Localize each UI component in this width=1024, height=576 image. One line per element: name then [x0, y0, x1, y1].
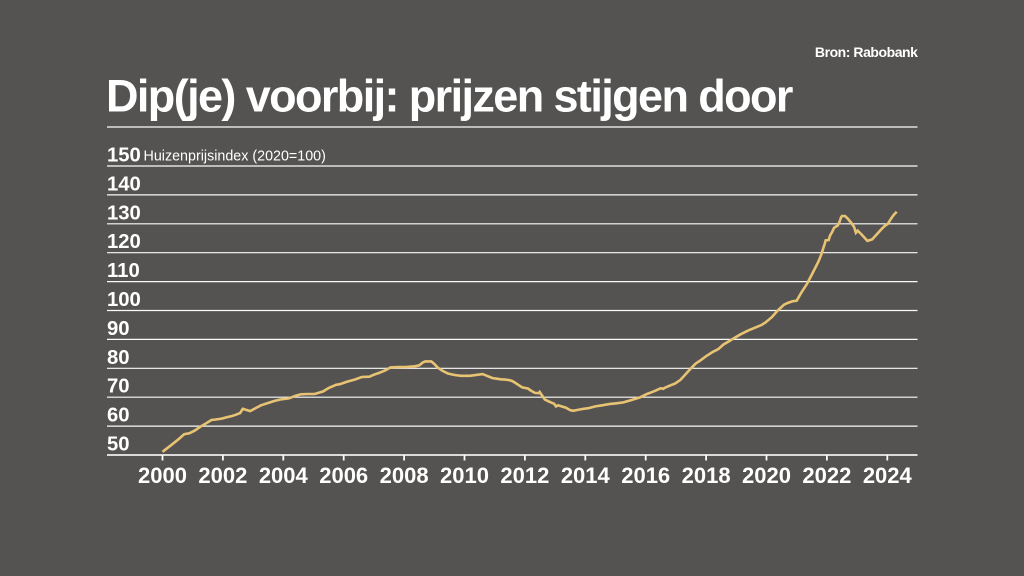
svg-text:2012: 2012 — [500, 463, 549, 488]
svg-text:2006: 2006 — [319, 463, 368, 488]
svg-text:110: 110 — [107, 260, 140, 282]
svg-text:130: 130 — [107, 202, 141, 224]
svg-text:70: 70 — [107, 376, 130, 398]
svg-text:2024: 2024 — [863, 463, 913, 488]
svg-text:150: 150 — [107, 145, 141, 167]
svg-text:2016: 2016 — [621, 463, 670, 488]
svg-text:2014: 2014 — [561, 463, 611, 488]
svg-text:2010: 2010 — [440, 463, 489, 488]
svg-text:50: 50 — [107, 434, 130, 456]
svg-text:2018: 2018 — [682, 463, 731, 488]
svg-text:60: 60 — [107, 405, 130, 427]
svg-text:Bron: Rabobank: Bron: Rabobank — [815, 44, 918, 60]
svg-text:120: 120 — [107, 231, 141, 253]
svg-text:2022: 2022 — [802, 463, 851, 488]
svg-text:80: 80 — [107, 347, 130, 369]
svg-text:2000: 2000 — [138, 463, 187, 488]
svg-text:2008: 2008 — [380, 463, 429, 488]
svg-text:Huizenprijsindex (2020=100): Huizenprijsindex (2020=100) — [144, 149, 326, 165]
svg-text:100: 100 — [107, 289, 141, 311]
svg-text:2002: 2002 — [198, 463, 247, 488]
svg-text:140: 140 — [107, 173, 141, 195]
svg-text:2004: 2004 — [259, 463, 309, 488]
svg-text:90: 90 — [107, 318, 130, 340]
svg-text:2020: 2020 — [742, 463, 791, 488]
svg-text:Dip(je) voorbij: prijzen stijg: Dip(je) voorbij: prijzen stijgen door — [106, 71, 793, 122]
